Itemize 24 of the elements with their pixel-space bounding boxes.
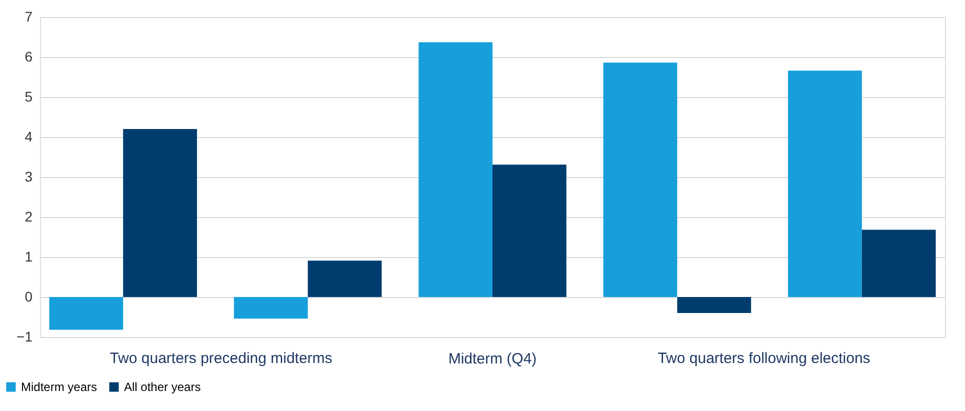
bar: [234, 297, 308, 319]
y-tick-label: 3: [24, 168, 33, 184]
y-tick-label: 4: [24, 128, 33, 144]
y-tick-label: 0: [24, 288, 33, 304]
bar: [677, 297, 752, 313]
bar: [862, 230, 936, 297]
bar: [788, 70, 862, 297]
y-tick-label: 1: [24, 248, 33, 264]
text: Two quarters preceding midterms: [110, 350, 332, 367]
bar: [308, 260, 382, 297]
bar: [418, 42, 492, 297]
y-tick-label: 2: [24, 208, 33, 224]
y-tick-label: 5: [24, 88, 33, 104]
bar: [492, 164, 566, 297]
bar: [49, 297, 124, 330]
y-tick-label: 6: [24, 48, 33, 64]
bar: [603, 62, 678, 297]
bar: [123, 129, 197, 297]
text: Two quarters following elections: [658, 350, 870, 367]
x-tick-label: Midterm (Q4): [448, 350, 537, 368]
legend-label: Midterm years: [21, 380, 98, 394]
legend-label: All other years: [124, 380, 201, 394]
y-tick-label: −1: [16, 328, 33, 344]
y-tick-label: 7: [24, 8, 33, 24]
